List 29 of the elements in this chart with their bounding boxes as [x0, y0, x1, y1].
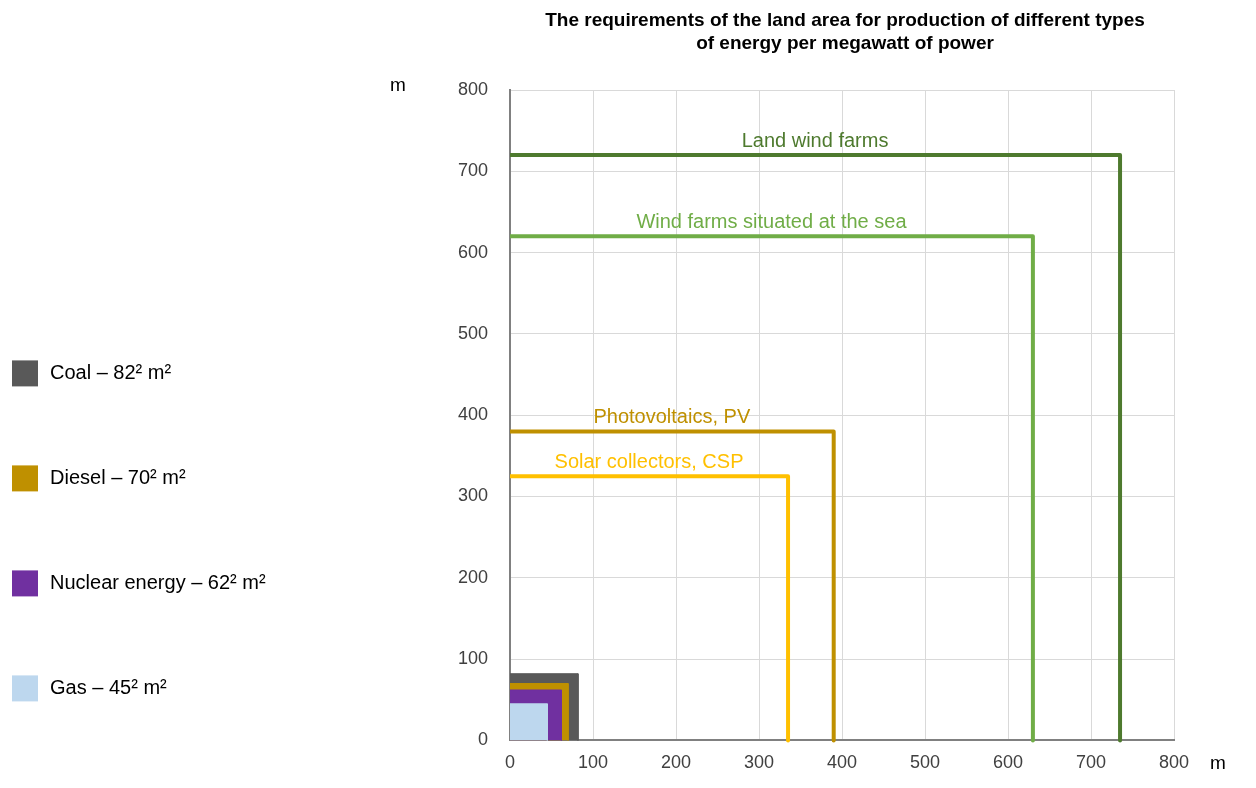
series-label: Photovoltaics, PV — [593, 404, 751, 427]
chart-title: The requirements of the land area for production of different types of energy per megawatt of power — [544, 8, 1146, 54]
y-tick-label: 300 — [457, 485, 488, 506]
x-tick-label: 300 — [743, 752, 775, 773]
x-tick-label: 600 — [992, 752, 1024, 773]
x-tick-label: 200 — [660, 752, 692, 773]
y-tick-label: 400 — [457, 404, 488, 425]
y-tick-label: 700 — [457, 160, 488, 181]
x-tick-label: 700 — [1075, 752, 1107, 773]
x-tick-label: 800 — [1158, 752, 1190, 773]
legend-label: Gas – 45² m² — [50, 675, 168, 698]
legend-label: Nuclear energy – 62² m² — [50, 570, 266, 593]
x-tick-label: 400 — [826, 752, 858, 773]
y-tick-label: 0 — [477, 729, 488, 750]
y-tick-label: 200 — [457, 566, 488, 587]
x-tick-label: 0 — [504, 752, 516, 773]
series-label: Solar collectors, CSP — [554, 449, 744, 472]
y-tick-label: 800 — [457, 78, 488, 99]
y-tick-label: 100 — [457, 648, 488, 669]
y-tick-label: 600 — [457, 241, 488, 262]
y-axis-title: m — [390, 73, 406, 95]
legend-label: Diesel – 70² m² — [50, 465, 186, 488]
series-label: Wind farms situated at the sea — [636, 209, 908, 232]
x-tick-label: 100 — [577, 752, 609, 773]
legend-label: Coal – 82² m² — [50, 360, 172, 383]
series-label: Land wind farms — [741, 128, 889, 151]
y-tick-label: 500 — [457, 322, 488, 343]
x-axis-title: m — [1210, 752, 1226, 774]
x-tick-label: 500 — [909, 752, 941, 773]
